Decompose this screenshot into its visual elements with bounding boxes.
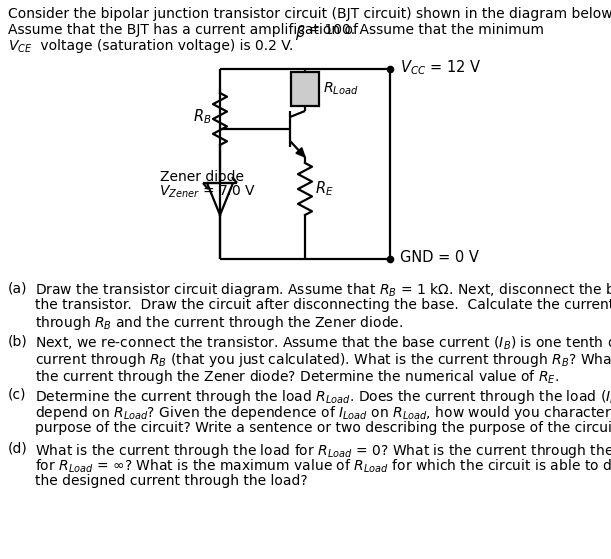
Text: What is the current through the load for $R_{Load}$ = 0? What is the current thr: What is the current through the load for… — [35, 442, 611, 459]
Text: $R_{Load}$: $R_{Load}$ — [323, 81, 359, 97]
Text: through $R_B$ and the current through the Zener diode.: through $R_B$ and the current through th… — [35, 314, 403, 332]
Text: (d): (d) — [8, 442, 27, 456]
Text: voltage (saturation voltage) is 0.2 V.: voltage (saturation voltage) is 0.2 V. — [36, 39, 293, 53]
Text: Next, we re-connect the transistor. Assume that the base current ($I_B$) is one : Next, we re-connect the transistor. Assu… — [35, 334, 611, 352]
Text: the current through the Zener diode? Determine the numerical value of $R_E$.: the current through the Zener diode? Det… — [35, 367, 559, 386]
Text: = 100. Assume that the minimum: = 100. Assume that the minimum — [304, 23, 544, 37]
Text: current through $R_B$ (that you just calculated). What is the current through $R: current through $R_B$ (that you just cal… — [35, 351, 611, 369]
Text: (b): (b) — [8, 334, 27, 348]
Text: the designed current through the load?: the designed current through the load? — [35, 475, 307, 489]
Text: Zener diode: Zener diode — [160, 170, 244, 184]
Text: $R_B$: $R_B$ — [194, 108, 212, 126]
Text: Consider the bipolar junction transistor circuit (BJT circuit) shown in the diag: Consider the bipolar junction transistor… — [8, 7, 611, 21]
Text: for $R_{Load}$ = $\infty$? What is the maximum value of $R_{Load}$ for which the: for $R_{Load}$ = $\infty$? What is the m… — [35, 458, 611, 475]
Text: (a): (a) — [8, 281, 27, 295]
Text: $V_{Zener}$ = 7.0 V: $V_{Zener}$ = 7.0 V — [159, 184, 256, 200]
Text: the transistor.  Draw the circuit after disconnecting the base.  Calculate the c: the transistor. Draw the circuit after d… — [35, 297, 611, 311]
Text: depend on $R_{Load}$? Given the dependence of $I_{Load}$ on $R_{Load}$, how woul: depend on $R_{Load}$? Given the dependen… — [35, 405, 611, 423]
Text: Assume that the BJT has a current amplification of: Assume that the BJT has a current amplif… — [8, 23, 362, 37]
Text: purpose of the circuit? Write a sentence or two describing the purpose of the ci: purpose of the circuit? Write a sentence… — [35, 421, 611, 435]
Polygon shape — [296, 148, 305, 157]
Text: $V_{CE}$: $V_{CE}$ — [8, 39, 32, 55]
Text: Draw the transistor circuit diagram. Assume that $R_B$ = 1 k$\Omega$. Next, disc: Draw the transistor circuit diagram. Ass… — [35, 281, 611, 299]
Text: GND = 0 V: GND = 0 V — [400, 250, 479, 266]
Text: $\beta$: $\beta$ — [295, 23, 306, 42]
Text: Determine the current through the load $R_{Load}$. Does the current through the : Determine the current through the load $… — [35, 388, 611, 406]
Text: $V_{CC}$ = 12 V: $V_{CC}$ = 12 V — [400, 59, 481, 77]
Text: (c): (c) — [8, 388, 26, 402]
Bar — [291, 72, 319, 106]
Text: $R_E$: $R_E$ — [315, 179, 334, 198]
